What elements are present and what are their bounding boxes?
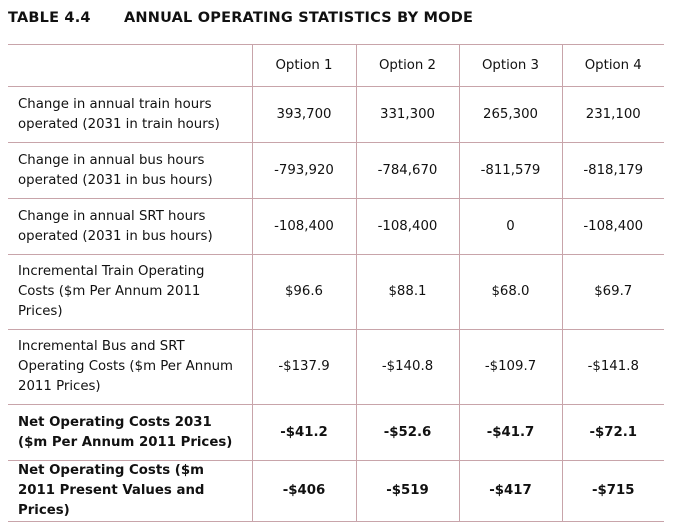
table-cell: -108,400	[251, 198, 357, 255]
table-cell: 393,700	[251, 86, 357, 143]
table-row: Incremental Bus and SRT Operating Costs …	[8, 329, 664, 405]
table-row: Net Operating Costs ($m 2011 Present Val…	[8, 460, 664, 522]
table-cell: -$715	[561, 460, 664, 522]
table-title: ANNUAL OPERATING STATISTICS BY MODE	[124, 10, 474, 26]
table-row: Change in annual SRT hours operated (203…	[8, 198, 664, 255]
table-cell: $69.7	[561, 254, 664, 330]
column-header-option-4: Option 4	[561, 44, 664, 87]
column-header-option-2: Option 2	[355, 44, 460, 87]
row-label: Net Operating Costs ($m 2011 Present Val…	[8, 460, 253, 522]
table-cell: -$406	[251, 460, 357, 522]
row-label: Change in annual train hours operated (2…	[8, 86, 253, 143]
table-cell: -784,670	[355, 142, 460, 199]
table-cell: -108,400	[561, 198, 664, 255]
table-cell: $68.0	[458, 254, 563, 330]
column-header-option-1: Option 1	[251, 44, 357, 87]
row-label: Incremental Train Operating Costs ($m Pe…	[8, 254, 253, 330]
table-cell: 231,100	[561, 86, 664, 143]
table-caption: TABLE 4.4 ANNUAL OPERATING STATISTICS BY …	[8, 10, 473, 26]
table-cell: -$519	[355, 460, 460, 522]
table-cell: 265,300	[458, 86, 563, 143]
row-label: Change in annual bus hours operated (203…	[8, 142, 253, 199]
column-header-option-3: Option 3	[458, 44, 563, 87]
table-cell: -793,920	[251, 142, 357, 199]
table-cell: -$417	[458, 460, 563, 522]
row-label: Net Operating Costs 2031 ($m Per Annum 2…	[8, 404, 253, 461]
table-cell: -$140.8	[355, 329, 460, 405]
table-cell: -811,579	[458, 142, 563, 199]
table-row: Change in annual bus hours operated (203…	[8, 142, 664, 199]
table-number: TABLE 4.4	[8, 10, 91, 26]
table-cell: -$52.6	[355, 404, 460, 461]
header-blank-cell	[8, 44, 253, 87]
table-cell: -818,179	[561, 142, 664, 199]
table-row: Net Operating Costs 2031 ($m Per Annum 2…	[8, 404, 664, 461]
table-cell: -$72.1	[561, 404, 664, 461]
table-cell: -108,400	[355, 198, 460, 255]
table-row: Change in annual train hours operated (2…	[8, 86, 664, 143]
header-row: Option 1 Option 2 Option 3 Option 4	[8, 44, 664, 87]
table-cell: -$141.8	[561, 329, 664, 405]
operating-statistics-table: Option 1 Option 2 Option 3 Option 4 Chan…	[8, 44, 664, 522]
row-label: Change in annual SRT hours operated (203…	[8, 198, 253, 255]
table-cell: -$41.2	[251, 404, 357, 461]
table-row: Incremental Train Operating Costs ($m Pe…	[8, 254, 664, 330]
table-cell: 0	[458, 198, 563, 255]
table-cell: $88.1	[355, 254, 460, 330]
table-cell: -$41.7	[458, 404, 563, 461]
table-cell: -$109.7	[458, 329, 563, 405]
table-cell: -$137.9	[251, 329, 357, 405]
table-cell: $96.6	[251, 254, 357, 330]
row-label: Incremental Bus and SRT Operating Costs …	[8, 329, 253, 405]
table-cell: 331,300	[355, 86, 460, 143]
